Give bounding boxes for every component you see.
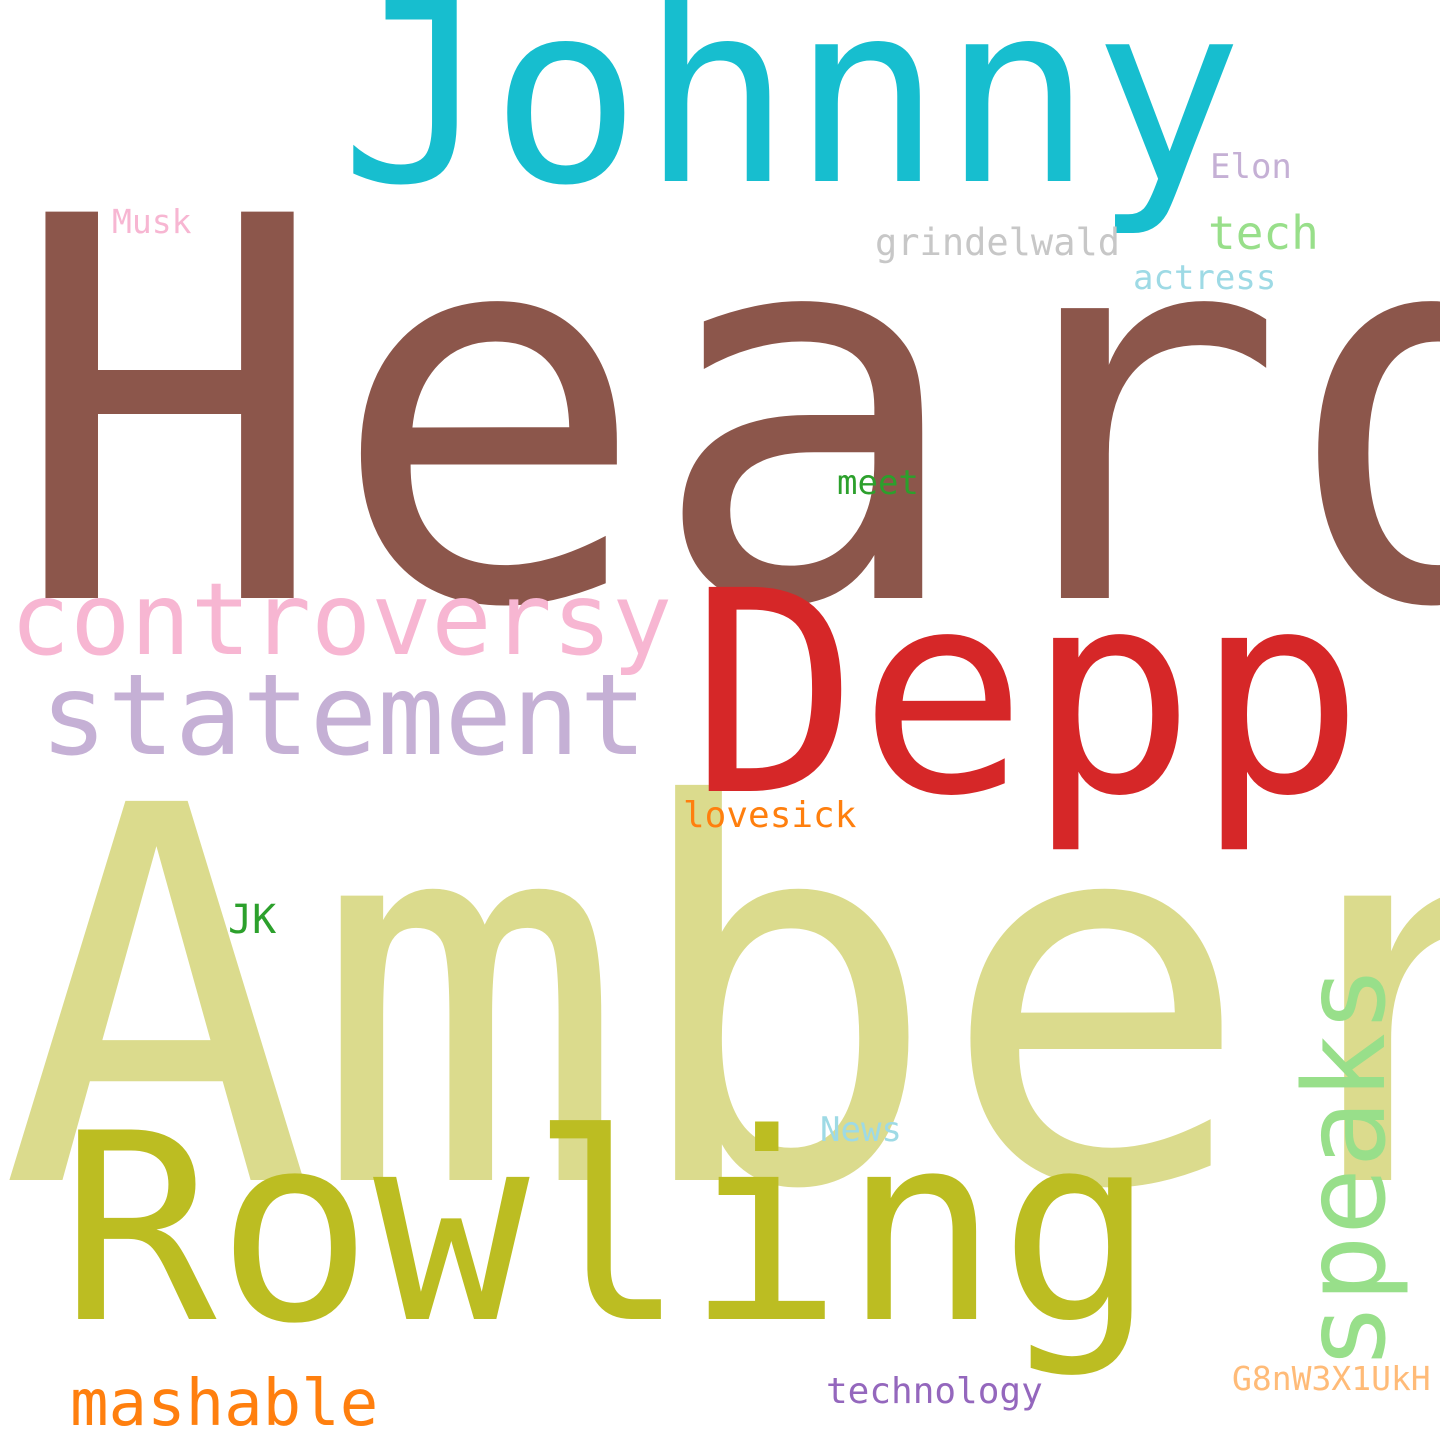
word-jk: JK — [228, 897, 277, 943]
word-meet: meet — [837, 463, 919, 503]
word-depp: Depp — [690, 532, 1365, 858]
word-statement: statement — [40, 651, 647, 781]
word-news: News — [820, 1110, 902, 1150]
word-heard: Heard — [10, 106, 1440, 723]
word-actress: actress — [1133, 258, 1277, 298]
word-speaks: speaks — [1281, 965, 1411, 1370]
word-musk: Musk — [112, 202, 192, 241]
word-rowling: Rowling — [60, 1079, 1156, 1381]
word-mashable: mashable — [70, 1367, 379, 1441]
word-controversy: controversy — [10, 561, 673, 678]
word-g8nw3x1ukh: G8nW3X1UkH — [1232, 1359, 1431, 1398]
word-amber: Amber — [0, 697, 1440, 1303]
word-tech: tech — [1208, 206, 1319, 260]
word-grindelwald: grindelwald — [875, 221, 1121, 264]
word-technology: technology — [826, 1371, 1043, 1412]
word-johnny: Johnny — [340, 0, 1244, 240]
word-lovesick: lovesick — [683, 795, 857, 836]
word-elon: Elon — [1210, 147, 1292, 187]
